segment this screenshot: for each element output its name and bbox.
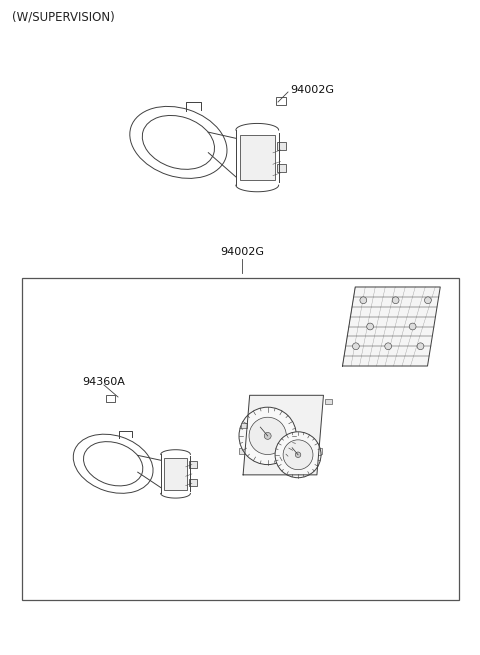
Text: 94002G: 94002G <box>290 85 334 95</box>
Text: 94360A: 94360A <box>82 377 125 387</box>
Bar <box>106 395 115 402</box>
Text: (W/SUPERVISION): (W/SUPERVISION) <box>12 11 115 24</box>
Bar <box>240 135 275 180</box>
Polygon shape <box>343 287 440 366</box>
Bar <box>239 448 246 454</box>
Circle shape <box>424 297 432 304</box>
Circle shape <box>360 297 367 304</box>
Circle shape <box>367 323 373 330</box>
Circle shape <box>409 323 416 330</box>
Text: 94002G: 94002G <box>220 247 264 257</box>
Circle shape <box>352 343 360 350</box>
Bar <box>189 479 197 485</box>
Polygon shape <box>243 396 324 475</box>
Bar <box>240 422 247 428</box>
Bar <box>22 278 459 600</box>
Circle shape <box>275 432 321 477</box>
Bar <box>189 461 197 468</box>
Bar <box>276 97 286 105</box>
Bar <box>164 458 187 489</box>
Bar <box>277 142 286 150</box>
Circle shape <box>239 407 296 464</box>
Circle shape <box>249 417 287 455</box>
Circle shape <box>385 343 392 350</box>
Circle shape <box>283 440 313 470</box>
Circle shape <box>264 432 271 440</box>
Circle shape <box>417 343 424 350</box>
Bar <box>325 399 332 403</box>
Circle shape <box>392 297 399 304</box>
Bar <box>277 164 286 172</box>
Bar <box>314 448 322 454</box>
Circle shape <box>295 452 301 457</box>
